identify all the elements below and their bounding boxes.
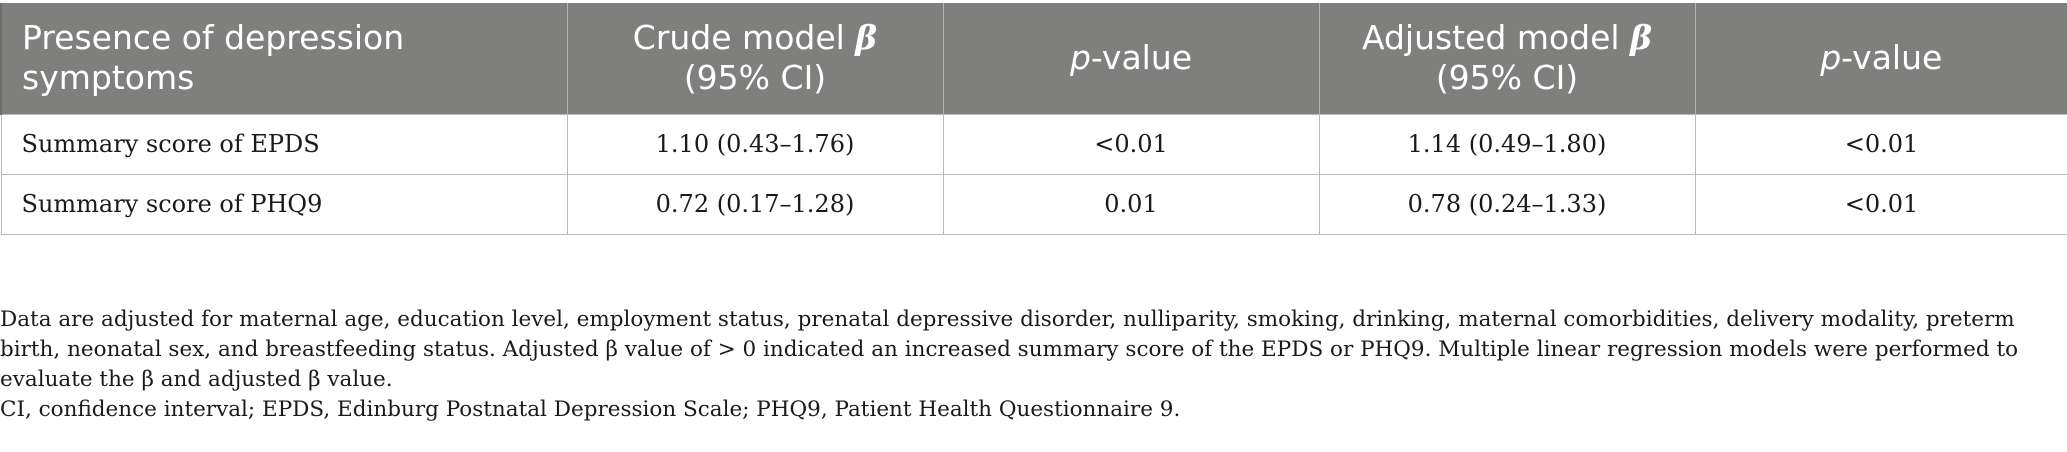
table-body: Summary score of EPDS 1.10 (0.43–1.76) <… [0,113,2067,235]
adjusted-pvalue-cell: <0.01 [1694,113,2067,175]
crude-pvalue-cell: <0.01 [942,113,1320,175]
adjusted-beta-cell: 1.14 (0.49–1.80) [1318,113,1696,175]
footnote-adjustment: Data are adjusted for maternal age, educ… [0,307,2019,392]
crude-pvalue-cell: 0.01 [942,173,1320,235]
header-adjusted-label: Adjusted model [1361,18,1631,58]
header-crude-pvalue: p-value [942,3,1319,114]
header-crude-label: Crude model [632,18,856,58]
pvalue-label: -value [1090,38,1193,78]
p-symbol: p [1820,38,1842,78]
pvalue-label: -value [1841,38,1943,78]
beta-symbol: β [855,18,878,58]
row-label: Summary score of PHQ9 [0,173,568,235]
header-adjusted-ci: (95% CI) [1435,58,1579,98]
header-crude-beta: Crude model β (95% CI) [566,3,943,114]
table-row: Summary score of EPDS 1.10 (0.43–1.76) <… [0,113,2067,175]
header-crude-ci: (95% CI) [683,58,827,98]
crude-beta-cell: 0.72 (0.17–1.28) [566,173,944,235]
table-footnotes: Data are adjusted for maternal age, educ… [0,305,2060,425]
header-depression-symptoms: Presence of depression symptoms [0,3,567,114]
header-adjusted-pvalue: p-value [1694,3,2067,114]
row-label: Summary score of EPDS [0,113,568,175]
header-row: Presence of depression symptoms Crude mo… [0,3,2067,114]
beta-symbol: β [1630,18,1653,58]
table-row: Summary score of PHQ9 0.72 (0.17–1.28) 0… [0,173,2067,235]
header-adjusted-beta: Adjusted model β (95% CI) [1318,3,1695,114]
crude-beta-cell: 1.10 (0.43–1.76) [566,113,944,175]
adjusted-pvalue-cell: <0.01 [1694,173,2067,235]
footnote-abbreviations: CI, confidence interval; EPDS, Edinburg … [0,397,1181,422]
results-table: Presence of depression symptoms Crude mo… [0,3,2067,235]
p-symbol: p [1069,38,1091,78]
table-header: Presence of depression symptoms Crude mo… [0,3,2067,114]
adjusted-beta-cell: 0.78 (0.24–1.33) [1318,173,1696,235]
